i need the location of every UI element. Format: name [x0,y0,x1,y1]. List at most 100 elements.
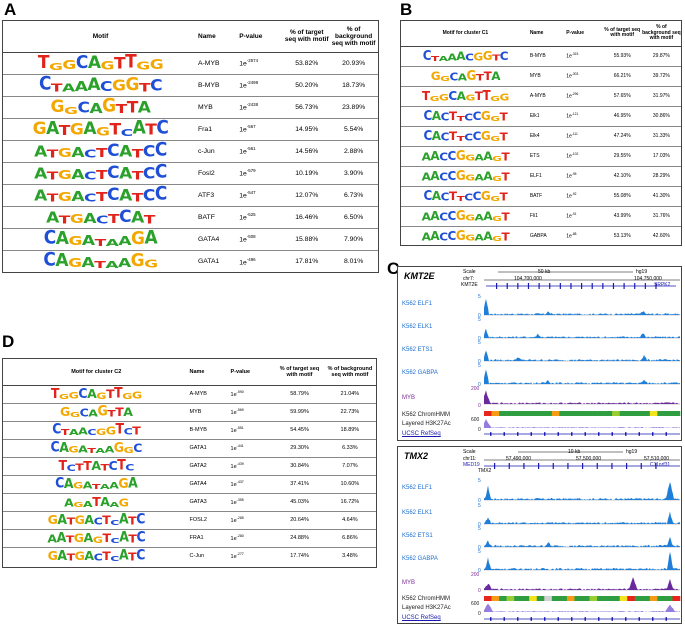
ymax-elk1: 5 [478,503,481,509]
panel-label-d: D [2,332,15,351]
table-row: CACTTCCGGT Elk1 1e-121 46.95% 30.86% [401,106,681,127]
p-value-exponent: -2498 [246,80,259,86]
header-name: Name [529,21,567,47]
track-label-refseq[interactable]: UCSC RefSeq [402,615,441,621]
motif-logo: CACTTCCGGT [423,107,508,124]
target-percent: 14.95% [284,118,330,141]
p-value-base: 1e [239,148,247,156]
track-label-chromhmm: K562 ChromHMM [402,596,451,602]
motif-logo: AACCGGAAGT [421,147,510,164]
p-value: 1e-439 [230,457,276,476]
p-value-base: 1e [230,445,237,452]
ymax-h3k27ac: 600 [471,601,480,607]
p-value-exponent: -91 [571,212,577,217]
chromhmm-segment [672,411,681,416]
track-label-ets1: K562 ETS1 [402,533,433,539]
ymax-myb: 200 [471,386,480,392]
p-value: 1e-296 [566,86,603,107]
gene-exon [506,283,508,289]
p-value-base: 1e [230,554,237,561]
gene-label-right: SRPK2 [654,282,671,288]
motif-cell: AACCGGAAGT [401,206,530,227]
refseq-exon [571,432,573,436]
chromhmm-segment [604,596,613,601]
gene-exon [611,463,613,469]
chromhmm-segment [612,596,620,601]
chromhmm-segment [559,596,568,601]
motif-name: ELF1 [529,166,567,187]
target-percent: 29.30% [275,439,324,458]
ymin-h3k27ac: 0 [478,611,481,617]
target-percent: 50.20% [284,74,330,97]
signal-track [484,482,680,500]
background-percent: 29.87% [641,46,681,67]
p-value: 1e-2498 [239,74,285,97]
motif-name: GABPA [529,233,547,240]
p-value: 1e-285 [230,511,276,530]
target-percent: 46.95% [602,106,642,127]
target-percent: 12.07% [284,184,330,207]
motif-logo: ATGACTCATCC [34,182,167,205]
table-row: AACCGGAAGT ETS 1e-102 29.55% 17.03% [401,146,681,167]
background-percent: 21.04% [323,385,376,404]
refseq-exon [665,432,667,436]
table-row: CAGATAAGG GATA1 1e-496 17.81% 8.01% [3,250,378,272]
chromhmm-segment [604,411,613,416]
chromhmm-segment [544,411,553,416]
chromhmm-segment [589,411,598,416]
p-value-base: 1e [239,126,247,134]
genome-browser-kmt2e: KMT2E Scale chr7: KMT2E 50 kb hg19 104,7… [397,266,682,441]
motif-cell: CAGATAAGGC [3,438,190,458]
gene-title: TMX2 [404,451,429,461]
chromhmm-segment [649,411,658,416]
p-value: 1e-102 [566,146,603,167]
chromhmm-segment [597,596,605,601]
track-label-elf1: K562 ELF1 [402,301,433,307]
coord-1: 57,490,000 [506,456,532,462]
motif-name: MYB [189,403,231,422]
chromhmm-segment [521,411,530,416]
ymin-h3k27ac: 0 [478,427,481,433]
track-label-gabpa: K562 GABPA [402,556,438,562]
ymin-ets1: 0 [478,359,481,365]
gene-exon [494,463,496,469]
p-value-exponent: -437 [236,480,244,485]
p-value: 1e-567 [239,118,285,141]
track-label-myb: MYB [402,580,416,586]
track-label-h3k27ac: Layered H3K27Ac [402,605,451,611]
motif-logo: CTAAACGGTC [38,72,163,95]
p-value: 1e-111 [566,126,603,147]
p-value-base: 1e [566,213,572,220]
table-row: ATGACTCATCC ATF3 1e-547 12.07% 6.73% [3,182,378,207]
p-value-base: 1e [230,481,237,488]
chromhmm-segment [484,411,492,416]
signal-track [484,511,680,524]
chromhmm-segment [544,596,553,601]
target-percent: 17.81% [295,257,319,265]
motif-cell: GGCAGTTA [3,96,198,119]
table-row: ATGACTCATCC c-Jun 1e-561 14.56% 2.88% [3,140,378,163]
header-pvalue: P-value [566,21,603,47]
p-value: 1e-551 [230,421,276,440]
target-percent: 29.55% [602,146,642,167]
target-percent: 42.10% [602,166,642,187]
p-value-base: 1e [239,104,247,112]
chromhmm-segment [506,411,515,416]
target-percent: 53.82% [284,52,330,75]
target-percent: 20.64% [275,511,324,530]
track-label-refseq[interactable]: UCSC RefSeq [402,431,441,437]
motif-name: Fli1 [529,206,567,227]
motif-name: C-Jun [189,553,205,560]
table-row: CACTTCCGGT BATF 1e-92 55.08% 41.30% [401,186,681,207]
ymin-elf1: 0 [478,498,481,504]
header-target: % of target seq with motif [275,359,324,386]
chromhmm-segment [514,596,522,601]
motif-cell: GATGACTCATC [3,547,190,565]
h3k27ac-signal [484,603,680,612]
target-percent: 53.13% [613,233,631,240]
chromhmm-segment [484,596,492,601]
p-value-base: 1e [230,463,237,470]
motif-logo: CAGATAAGGC [50,438,143,455]
signal-track [484,350,680,361]
panel-label-c: C [387,259,400,278]
